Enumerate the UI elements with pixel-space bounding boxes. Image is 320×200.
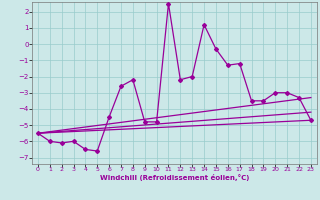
- X-axis label: Windchill (Refroidissement éolien,°C): Windchill (Refroidissement éolien,°C): [100, 174, 249, 181]
